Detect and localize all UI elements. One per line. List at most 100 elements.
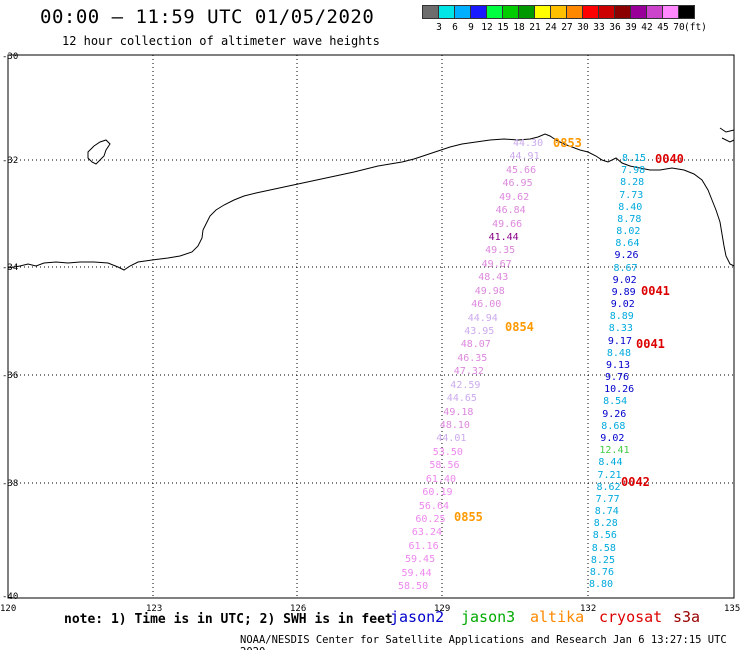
wave-height-value: 8.76 — [589, 566, 614, 578]
wave-height-value: 56.64 — [418, 500, 449, 512]
wave-height-value: 8.48 — [606, 347, 631, 359]
island — [87, 139, 111, 165]
wave-height-value: 48.07 — [460, 339, 491, 351]
colorbar-label: 27 — [561, 22, 573, 33]
colorbar-label: 12 — [481, 22, 493, 33]
wave-height-value: 7.77 — [595, 493, 620, 505]
latitude-label: -38 — [2, 479, 19, 489]
wave-height-value: 44.01 — [436, 433, 467, 445]
wave-height-value: 12.41 — [599, 445, 630, 457]
longitude-label: 129 — [434, 604, 451, 614]
longitude-label: 135 — [724, 604, 740, 614]
wave-height-value: 7.98 — [621, 165, 646, 177]
colorbar-label: 3 — [436, 22, 442, 33]
wave-height-value: 8.56 — [592, 530, 617, 542]
wave-height-value: 49.66 — [492, 218, 523, 230]
wave-height-value: 8.33 — [608, 323, 633, 335]
colorbar-label: 24 — [545, 22, 557, 33]
longitude-label: 132 — [580, 604, 597, 614]
wave-height-value: 59.44 — [401, 567, 432, 579]
time-stamp: 0040 — [655, 152, 684, 166]
wave-height-value: 8.44 — [598, 457, 623, 469]
map-subtitle: 12 hour collection of altimeter wave hei… — [62, 34, 380, 48]
sat-s3a: s3a — [673, 608, 701, 626]
colorbar-label: 18 — [513, 22, 525, 33]
wave-height-value: 46.35 — [457, 352, 488, 364]
wave-height-value: 8.40 — [618, 201, 643, 213]
wave-height-value: 44.94 — [467, 312, 498, 324]
wave-height-value: 49.67 — [481, 258, 512, 270]
wave-height-value: 8.28 — [620, 177, 645, 189]
wave-height-value: 8.58 — [591, 542, 616, 554]
time-stamp: 0041 — [641, 284, 670, 298]
longitude-label: 123 — [146, 604, 163, 614]
wave-height-value: 8.02 — [616, 226, 641, 237]
credit-line: NOAA/NESDIS Center for Satellite Applica… — [240, 634, 727, 650]
wave-height-value: 8.89 — [609, 311, 634, 323]
wave-height-value: 63.24 — [411, 527, 442, 539]
latitude-label: -36 — [2, 371, 19, 381]
time-stamp: 0042 — [621, 475, 650, 489]
wave-height-value: 46.00 — [471, 299, 502, 311]
wave-height-value: 7.73 — [619, 189, 644, 201]
wave-height-value: 9.76 — [605, 372, 630, 384]
sat-jason2: jason2 — [390, 608, 445, 626]
wave-height-value: 58.50 — [398, 581, 429, 592]
colorbar-label: 30 — [577, 22, 589, 33]
latitude-label: -34 — [2, 263, 19, 273]
wave-height-value: 9.26 — [602, 408, 627, 420]
wave-height-value: 8.54 — [603, 396, 628, 408]
wave-height-value: 60.25 — [415, 513, 446, 525]
wave-height-value: 46.84 — [495, 205, 526, 217]
longitude-label: 126 — [290, 604, 307, 614]
island-tip — [719, 127, 735, 143]
colorbar-label: 70 — [673, 22, 685, 33]
wave-height-value: 58.56 — [429, 460, 460, 472]
colorbar — [422, 5, 695, 19]
coastline — [7, 133, 735, 271]
wave-height-value: 42.59 — [450, 379, 481, 391]
wave-height-value: 8.15 — [622, 153, 647, 164]
sat-cryosat: cryosat — [599, 608, 663, 626]
map-title: 00:00 – 11:59 UTC 01/05/2020 — [40, 6, 375, 28]
wave-height-value: 44.65 — [446, 393, 477, 405]
wave-height-value: 49.35 — [485, 245, 516, 257]
time-stamp: 0854 — [505, 320, 534, 334]
wave-height-value: 48.43 — [478, 272, 509, 284]
colorbar-label: 21 — [529, 22, 541, 33]
wave-height-value: 8.62 — [596, 481, 621, 493]
colorbar-label: 42 — [641, 22, 653, 33]
colorbar-label: (ft) — [684, 22, 707, 33]
sat-jason3: jason3 — [461, 608, 516, 626]
wave-height-value: 49.62 — [499, 191, 530, 203]
colorbar-label: 39 — [625, 22, 637, 33]
wave-height-value: 9.89 — [611, 286, 636, 298]
sat-altika: altika — [530, 608, 585, 626]
units-note: note: 1) Time is in UTC; 2) SWH is in fe… — [64, 612, 393, 627]
latitude-label: -30 — [2, 52, 19, 62]
wave-height-value: 10.26 — [604, 384, 635, 396]
wave-height-value: 8.25 — [590, 554, 615, 566]
wave-height-value: 8.80 — [589, 579, 614, 590]
wave-height-value: 61.16 — [408, 540, 439, 552]
wave-height-value: 8.74 — [594, 506, 619, 517]
wave-height-value: 60.19 — [422, 487, 453, 498]
wave-height-value: 8.68 — [601, 420, 626, 432]
wave-height-value: 9.02 — [612, 274, 637, 286]
wave-height-value: 47.32 — [453, 366, 484, 378]
wave-height-value: 7.21 — [597, 469, 622, 481]
colorbar-label: 45 — [657, 22, 669, 33]
wave-height-value: 8.64 — [615, 238, 640, 250]
longitude-label: 120 — [0, 604, 17, 614]
wave-height-value: 44.91 — [509, 151, 540, 163]
wave-height-value: 8.67 — [613, 262, 638, 274]
colorbar-label: 33 — [593, 22, 605, 33]
colorbar-label: 15 — [497, 22, 509, 33]
wave-height-value: 8.78 — [617, 213, 642, 225]
wave-height-value: 45.66 — [506, 164, 537, 176]
time-stamp: 0855 — [454, 510, 483, 524]
wave-height-value: 49.98 — [474, 285, 505, 297]
latitude-label: -40 — [2, 592, 19, 602]
